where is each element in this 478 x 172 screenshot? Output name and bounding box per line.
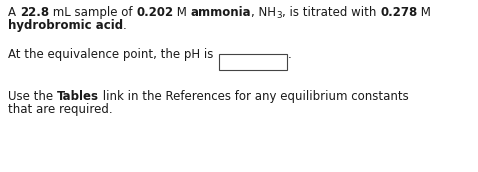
Text: 0.278: 0.278 xyxy=(380,6,417,19)
Text: .: . xyxy=(288,48,292,61)
Text: M: M xyxy=(173,6,191,19)
Text: mL sample of: mL sample of xyxy=(49,6,136,19)
Text: 0.202: 0.202 xyxy=(136,6,173,19)
Text: 22.8: 22.8 xyxy=(20,6,49,19)
Text: Tables: Tables xyxy=(57,90,99,103)
Text: 3: 3 xyxy=(276,11,282,20)
Text: At the equivalence point, the pH is: At the equivalence point, the pH is xyxy=(8,48,217,61)
Text: that are required.: that are required. xyxy=(8,103,113,116)
Text: A: A xyxy=(8,6,20,19)
Text: ammonia: ammonia xyxy=(191,6,251,19)
Text: link in the References for any equilibrium constants: link in the References for any equilibri… xyxy=(99,90,409,103)
Text: hydrobromic acid: hydrobromic acid xyxy=(8,19,123,32)
Text: .: . xyxy=(123,19,127,32)
Bar xyxy=(219,54,287,70)
Text: , is titrated with: , is titrated with xyxy=(282,6,380,19)
Text: , NH: , NH xyxy=(251,6,276,19)
Text: Use the: Use the xyxy=(8,90,57,103)
Text: M: M xyxy=(417,6,431,19)
